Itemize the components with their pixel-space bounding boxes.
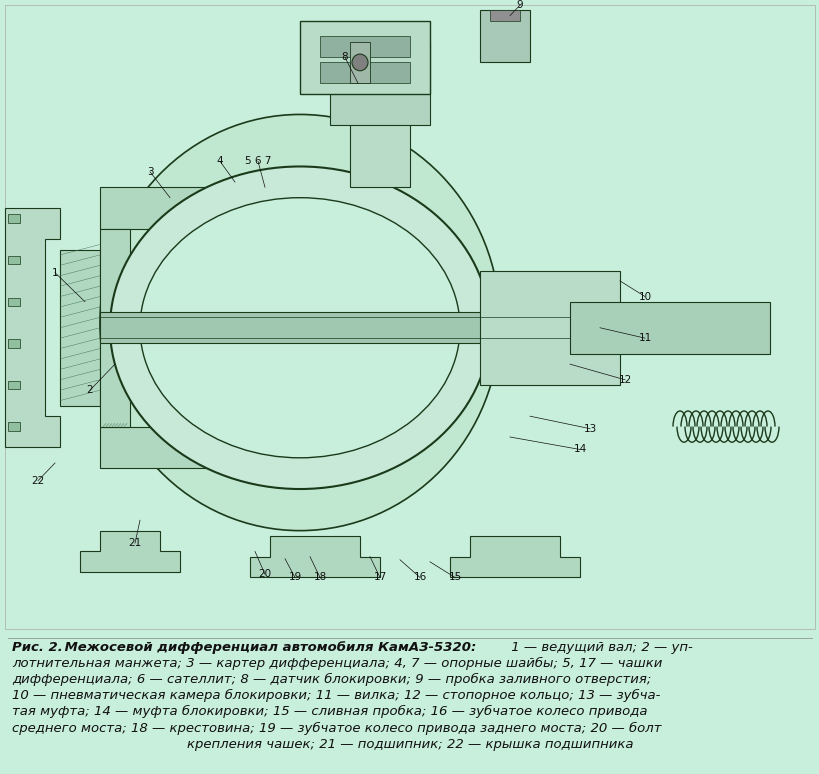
Polygon shape [130,281,260,396]
Bar [8,423,20,431]
Text: 15: 15 [448,573,461,583]
Polygon shape [5,208,60,447]
Text: 10 — пневматическая камера блокировки; 11 — вилка; 12 — стопорное кольцо; 13 — з: 10 — пневматическая камера блокировки; 1… [12,689,659,702]
Ellipse shape [110,166,490,489]
Bar [350,42,369,84]
Bar [479,10,529,63]
Bar [8,381,20,389]
Circle shape [100,115,500,531]
Bar [319,36,410,57]
Text: 1: 1 [52,268,58,278]
Text: 5 6 7: 5 6 7 [245,156,271,166]
Text: 22: 22 [31,476,44,486]
Bar [319,63,410,84]
Bar [350,84,410,187]
Bar [100,229,130,426]
Polygon shape [490,10,519,21]
Text: 13: 13 [582,423,596,433]
Polygon shape [450,536,579,577]
Text: среднего моста; 18 — крестовина; 19 — зубчатое колесо привода заднего моста; 20 : среднего моста; 18 — крестовина; 19 — зу… [12,721,661,735]
Text: дифференциала; 6 — сателлит; 8 — датчик блокировки; 9 — пробка заливного отверст: дифференциала; 6 — сателлит; 8 — датчик … [12,673,650,686]
Text: 4: 4 [216,156,223,166]
Text: 21: 21 [129,538,142,548]
Text: крепления чашек; 21 — подшипник; 22 — крышка подшипника: крепления чашек; 21 — подшипник; 22 — кр… [187,738,632,751]
Bar [100,426,300,468]
Text: 11: 11 [638,333,651,343]
Text: 12: 12 [618,375,631,385]
Text: 19: 19 [288,573,301,583]
Bar [100,187,300,229]
Bar [100,312,569,344]
Bar [8,297,20,306]
Text: 10: 10 [638,292,651,302]
Polygon shape [250,536,379,577]
Bar [8,256,20,264]
Text: 14: 14 [572,444,586,454]
Bar [8,214,20,223]
Text: 17: 17 [373,573,386,583]
Polygon shape [60,250,100,406]
Bar [8,339,20,348]
Bar [569,302,769,354]
Polygon shape [479,271,619,385]
Ellipse shape [140,197,459,457]
Bar [300,21,429,94]
Circle shape [351,54,368,70]
Text: 16: 16 [413,573,426,583]
Text: 9: 9 [516,0,523,10]
Text: тая муфта; 14 — муфта блокировки; 15 — сливная пробка; 16 — зубчатое колесо прив: тая муфта; 14 — муфта блокировки; 15 — с… [12,705,647,718]
Text: 18: 18 [313,573,326,583]
Polygon shape [80,531,180,572]
Text: лотнительная манжета; 3 — картер дифференциала; 4, 7 — опорные шайбы; 5, 17 — ча: лотнительная манжета; 3 — картер диффере… [12,657,662,670]
Text: Рис. 2.: Рис. 2. [12,641,63,654]
Text: 20: 20 [258,570,271,579]
Text: 2: 2 [87,385,93,396]
Bar [329,42,429,125]
Text: Межосевой дифференциал автомобиля КамАЗ-5320:: Межосевой дифференциал автомобиля КамАЗ-… [60,641,476,654]
Text: 8: 8 [342,52,348,62]
Text: 1 — ведущий вал; 2 — уп-: 1 — ведущий вал; 2 — уп- [490,641,692,654]
Text: 3: 3 [147,166,153,176]
